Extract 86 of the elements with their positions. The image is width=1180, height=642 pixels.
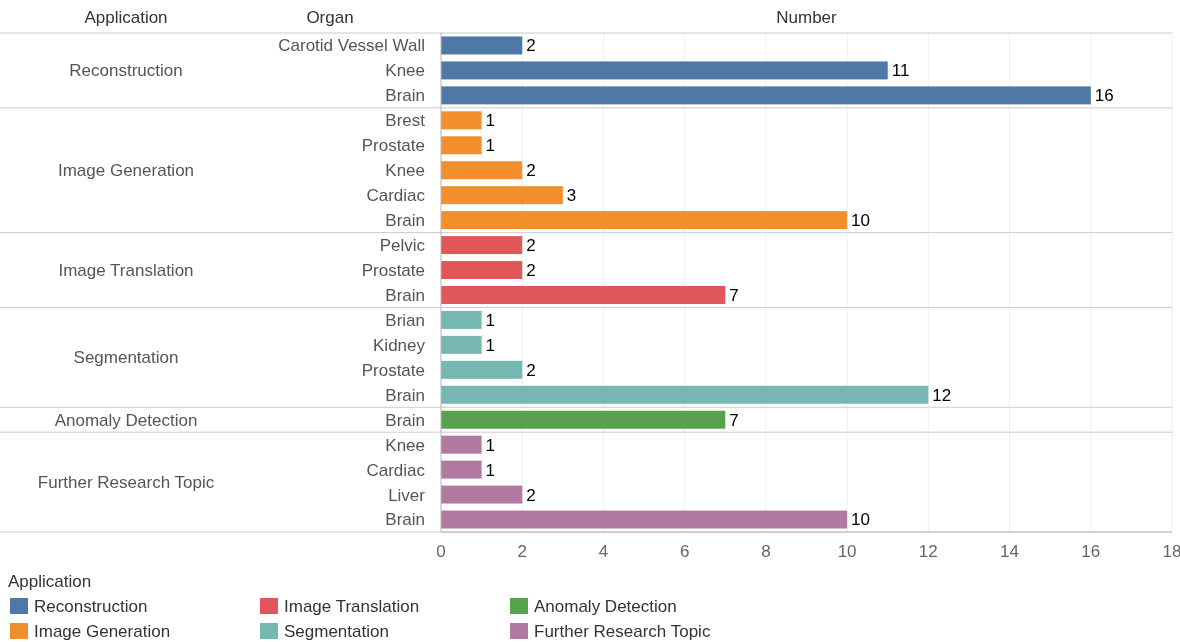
bar	[441, 385, 929, 404]
bar	[441, 510, 848, 529]
data-label: 16	[1094, 86, 1114, 106]
y-tick-label: Brain	[385, 285, 425, 305]
bar	[441, 485, 523, 504]
x-tick-label: 10	[837, 541, 857, 561]
y-tick-label: Brain	[385, 385, 425, 405]
y-tick-label: Pelvic	[379, 236, 426, 256]
data-label: 1	[485, 335, 496, 355]
bar	[441, 211, 848, 230]
legend-label: Segmentation	[284, 621, 389, 641]
data-label: 1	[485, 435, 496, 455]
text: Application	[8, 571, 92, 591]
bar	[441, 86, 1091, 105]
x-tick-label: 12	[918, 541, 938, 561]
text: Anomaly Detection	[54, 410, 198, 430]
bar	[441, 261, 523, 280]
y-tick-label: Cardiac	[366, 186, 426, 206]
y-tick-label: Brain	[385, 86, 425, 106]
y-tick-label: Brain	[385, 510, 425, 530]
text: Image Translation	[58, 260, 194, 280]
data-label: 2	[526, 161, 536, 181]
bar	[441, 111, 482, 130]
legend-title: Application	[84, 7, 168, 27]
data-label: 11	[891, 61, 910, 81]
data-label: 10	[851, 510, 871, 530]
legend-label: Image Translation	[284, 596, 420, 616]
data-label: 1	[485, 460, 496, 480]
x-tick-label: 16	[1081, 541, 1101, 561]
x-tick-label: 4	[598, 541, 609, 561]
text: Further Research Topic	[37, 473, 215, 493]
x-tick-label: 18	[1162, 541, 1180, 561]
y-tick-label: Liver	[388, 485, 426, 505]
bar	[441, 61, 888, 80]
bar	[441, 360, 523, 379]
text: Image Generation	[57, 161, 195, 181]
data-label: 10	[851, 211, 871, 231]
y-tick-label: Brain	[385, 410, 425, 430]
text: Reconstruction	[69, 61, 183, 81]
y-tick-label: Brest	[385, 111, 426, 131]
x-tick-label: 6	[679, 541, 690, 561]
x-tick-label: 14	[1000, 541, 1020, 561]
data-label: 2	[526, 36, 536, 56]
y-tick-label: Prostate	[361, 136, 425, 156]
y-tick-label: Kidney	[373, 335, 426, 355]
data-label: 2	[526, 260, 536, 280]
x-axis-title: Number	[776, 7, 838, 27]
x-tick-label: 0	[436, 541, 446, 561]
y-tick-label: Brain	[385, 211, 425, 231]
y-axis-title: Organ	[306, 7, 354, 27]
y-tick-label: Brian	[385, 310, 425, 330]
y-tick-label: Carotid Vessel Wall	[278, 36, 425, 56]
bar	[441, 161, 523, 180]
bar	[441, 460, 482, 479]
bar	[441, 186, 563, 205]
data-label: 2	[526, 236, 536, 256]
data-label: 2	[526, 360, 536, 380]
data-label: 1	[485, 111, 496, 131]
bar	[441, 236, 523, 255]
data-label: 7	[729, 410, 739, 430]
bar	[441, 136, 482, 155]
y-tick-label: Knee	[385, 61, 425, 81]
legend-label: Reconstruction	[34, 596, 148, 616]
y-tick-label: Prostate	[361, 260, 425, 280]
bar	[441, 410, 726, 429]
bar	[441, 36, 523, 55]
y-tick-label: Prostate	[361, 360, 425, 380]
data-label: 1	[485, 136, 496, 156]
y-tick-label: Knee	[385, 161, 425, 181]
data-label: 1	[485, 310, 496, 330]
legend-label: Image Generation	[34, 621, 171, 641]
text: Segmentation	[73, 348, 179, 368]
y-tick-label: Knee	[385, 435, 425, 455]
y-tick-label: Cardiac	[366, 460, 426, 480]
data-label: 3	[566, 186, 577, 206]
bar	[441, 310, 482, 329]
bar	[441, 285, 726, 304]
bar	[441, 435, 482, 454]
data-label: 2	[526, 485, 536, 505]
x-tick-label: 8	[761, 541, 771, 561]
bar	[441, 335, 482, 354]
legend-label: Anomaly Detection	[534, 596, 677, 616]
legend-label: Further Research Topic	[534, 621, 711, 641]
data-label: 7	[729, 285, 739, 305]
x-tick-label: 2	[517, 541, 527, 561]
data-label: 12	[932, 385, 952, 405]
